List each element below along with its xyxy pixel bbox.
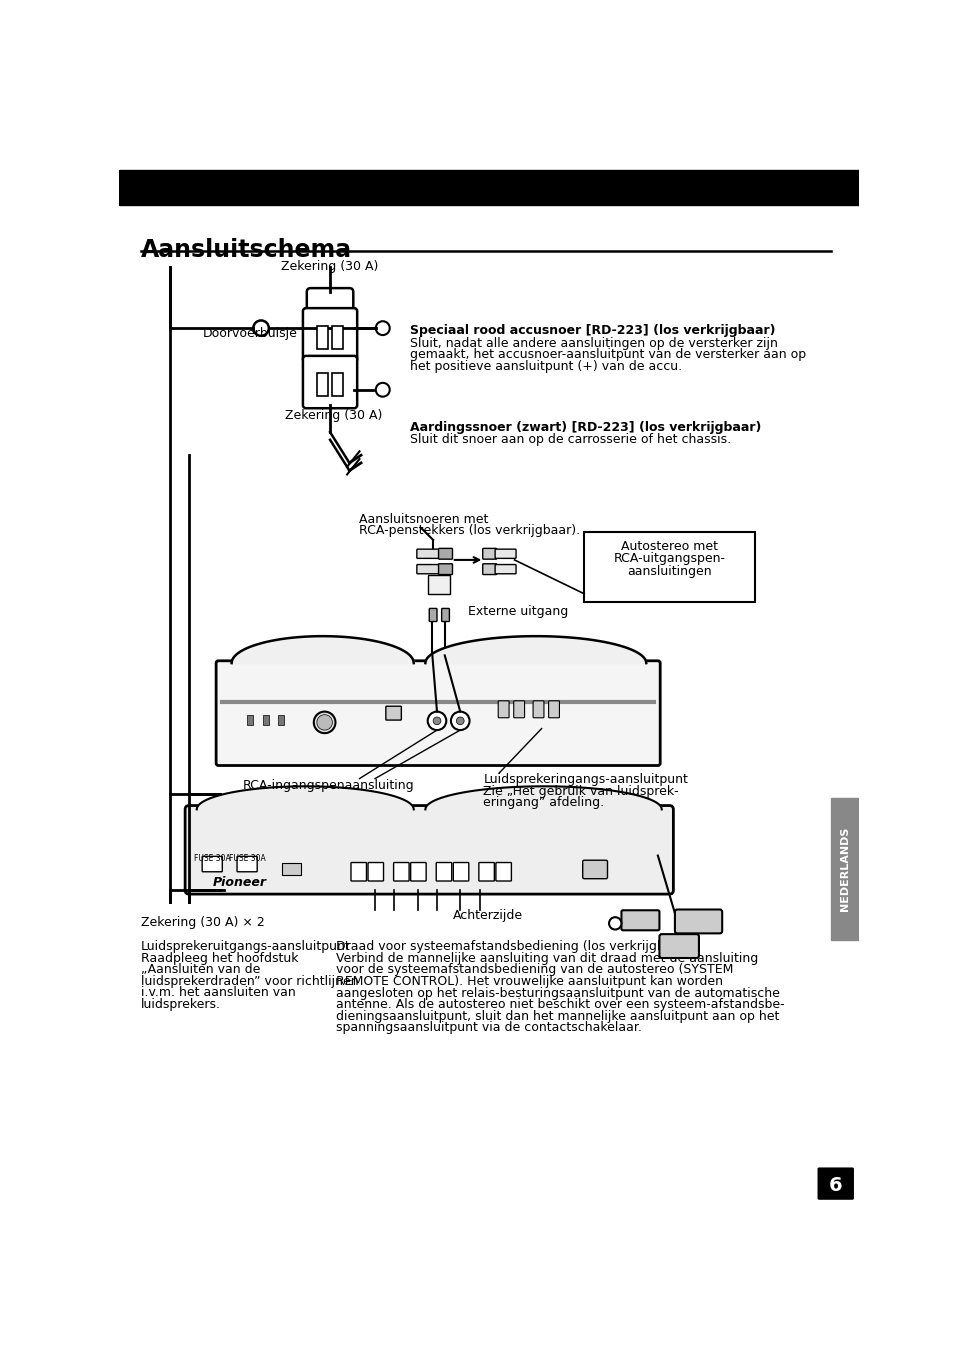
Text: Aansluitschema: Aansluitschema bbox=[141, 238, 352, 262]
FancyBboxPatch shape bbox=[410, 863, 426, 881]
Circle shape bbox=[433, 717, 440, 725]
Text: Luidsprekeringangs-aansluitpunt: Luidsprekeringangs-aansluitpunt bbox=[483, 774, 688, 786]
Bar bbox=[282, 863, 301, 875]
FancyBboxPatch shape bbox=[351, 863, 366, 881]
Text: Doorvoerbuisje: Doorvoerbuisje bbox=[203, 327, 297, 340]
Circle shape bbox=[451, 711, 469, 730]
Bar bbox=[831, 798, 858, 940]
FancyBboxPatch shape bbox=[303, 308, 356, 362]
Bar bbox=[247, 715, 253, 725]
Text: Draad voor systeemafstandsbediening (los verkrijgbaar): Draad voor systeemafstandsbediening (los… bbox=[335, 940, 690, 954]
FancyBboxPatch shape bbox=[533, 701, 543, 718]
Text: spanningsaansluitpunt via de contactschakelaar.: spanningsaansluitpunt via de contactscha… bbox=[335, 1022, 641, 1034]
Circle shape bbox=[427, 711, 446, 730]
Circle shape bbox=[456, 717, 464, 725]
FancyBboxPatch shape bbox=[495, 549, 516, 558]
FancyBboxPatch shape bbox=[436, 863, 452, 881]
Text: Zie „Het gebruik van luidsprek-: Zie „Het gebruik van luidsprek- bbox=[483, 785, 679, 798]
Text: Verbind de mannelijke aansluiting van dit draad met de aansluiting: Verbind de mannelijke aansluiting van di… bbox=[335, 951, 758, 965]
FancyBboxPatch shape bbox=[307, 289, 353, 317]
Text: Sluit dit snoer aan op de carrosserie of het chassis.: Sluit dit snoer aan op de carrosserie of… bbox=[410, 432, 730, 446]
Text: Voorzijde: Voorzijde bbox=[243, 652, 300, 664]
FancyBboxPatch shape bbox=[497, 701, 509, 718]
FancyBboxPatch shape bbox=[416, 565, 439, 573]
FancyBboxPatch shape bbox=[482, 549, 497, 560]
Text: RCA-penstekkers (los verkrijgbaar).: RCA-penstekkers (los verkrijgbaar). bbox=[359, 524, 580, 538]
Text: dieningsaansluitpunt, sluit dan het mannelijke aansluitpunt aan op het: dieningsaansluitpunt, sluit dan het mann… bbox=[335, 1009, 779, 1023]
Text: Aansluitsnoeren met: Aansluitsnoeren met bbox=[359, 514, 488, 526]
Text: gemaakt, het accusnoer-aansluitpunt van de versterker aan op: gemaakt, het accusnoer-aansluitpunt van … bbox=[410, 348, 805, 362]
Text: aangesloten op het relais-besturingsaansluitpunt van de automatische: aangesloten op het relais-besturingsaans… bbox=[335, 986, 780, 1000]
Text: i.v.m. het aansluiten van: i.v.m. het aansluiten van bbox=[141, 986, 295, 1000]
Bar bbox=[316, 325, 328, 350]
FancyBboxPatch shape bbox=[429, 608, 436, 622]
Text: FUSE 30A: FUSE 30A bbox=[229, 854, 265, 863]
Bar bbox=[278, 715, 284, 725]
Text: aansluitingen: aansluitingen bbox=[626, 565, 711, 577]
FancyBboxPatch shape bbox=[496, 863, 511, 881]
FancyBboxPatch shape bbox=[236, 856, 257, 871]
Text: Zekering (30 A): Zekering (30 A) bbox=[281, 260, 378, 274]
Bar bbox=[119, 171, 858, 205]
Bar bbox=[316, 373, 328, 396]
FancyBboxPatch shape bbox=[513, 701, 524, 718]
Bar bbox=[262, 715, 269, 725]
Text: voor de systeemafstandsbediening van de autostereo (SYSTEM: voor de systeemafstandsbediening van de … bbox=[335, 963, 733, 977]
Text: FUSE 30A: FUSE 30A bbox=[193, 854, 231, 863]
Circle shape bbox=[608, 917, 620, 930]
Circle shape bbox=[314, 711, 335, 733]
FancyBboxPatch shape bbox=[438, 549, 452, 560]
Text: het positieve aansluitpunt (+) van de accu.: het positieve aansluitpunt (+) van de ac… bbox=[410, 359, 681, 373]
FancyBboxPatch shape bbox=[482, 564, 497, 575]
Text: RCA-uitgangspen-: RCA-uitgangspen- bbox=[613, 553, 724, 565]
Text: Autostereo met: Autostereo met bbox=[620, 539, 718, 553]
Text: luidsprekers.: luidsprekers. bbox=[141, 999, 221, 1011]
FancyBboxPatch shape bbox=[416, 549, 439, 558]
Bar bbox=[332, 325, 343, 350]
FancyBboxPatch shape bbox=[548, 701, 558, 718]
Text: REMOTE CONTROL). Het vrouwelijke aansluitpunt kan worden: REMOTE CONTROL). Het vrouwelijke aanslui… bbox=[335, 976, 722, 988]
FancyBboxPatch shape bbox=[674, 909, 721, 934]
FancyBboxPatch shape bbox=[817, 1168, 853, 1199]
FancyBboxPatch shape bbox=[453, 863, 468, 881]
Bar bbox=[332, 373, 343, 396]
FancyBboxPatch shape bbox=[582, 860, 607, 878]
Text: Aardingssnoer (zwart) [RD-223] (los verkrijgbaar): Aardingssnoer (zwart) [RD-223] (los verk… bbox=[410, 420, 760, 434]
Text: Sluit, nadat alle andere aansluitingen op de versterker zijn: Sluit, nadat alle andere aansluitingen o… bbox=[410, 336, 777, 350]
Text: 6: 6 bbox=[827, 1176, 841, 1195]
Text: Externe uitgang: Externe uitgang bbox=[468, 606, 568, 618]
FancyBboxPatch shape bbox=[659, 934, 699, 958]
FancyBboxPatch shape bbox=[185, 806, 673, 894]
FancyBboxPatch shape bbox=[202, 856, 222, 871]
Bar bbox=[583, 533, 754, 602]
Text: antenne. Als de autostereo niet beschikt over een systeem-afstandsbe-: antenne. Als de autostereo niet beschikt… bbox=[335, 999, 784, 1011]
Text: RCA-ingangspenaansluiting: RCA-ingangspenaansluiting bbox=[242, 779, 414, 791]
FancyBboxPatch shape bbox=[394, 863, 409, 881]
FancyBboxPatch shape bbox=[438, 564, 452, 575]
Text: Achterzijde: Achterzijde bbox=[452, 909, 522, 923]
FancyBboxPatch shape bbox=[478, 863, 494, 881]
Text: Raadpleeg het hoofdstuk: Raadpleeg het hoofdstuk bbox=[141, 951, 298, 965]
Text: „Aansluiten van de: „Aansluiten van de bbox=[141, 963, 260, 977]
FancyBboxPatch shape bbox=[385, 706, 401, 720]
Text: luidsprekerdraden” voor richtlijnen: luidsprekerdraden” voor richtlijnen bbox=[141, 976, 358, 988]
Circle shape bbox=[316, 714, 332, 730]
Text: eringang” afdeling.: eringang” afdeling. bbox=[483, 797, 604, 809]
Text: Zekering (30 A): Zekering (30 A) bbox=[285, 409, 382, 421]
FancyBboxPatch shape bbox=[303, 356, 356, 408]
FancyBboxPatch shape bbox=[620, 911, 659, 931]
Text: NEDERLANDS: NEDERLANDS bbox=[839, 827, 849, 912]
Bar bbox=[428, 575, 450, 593]
Text: Speciaal rood accusnoer [RD-223] (los verkrijgbaar): Speciaal rood accusnoer [RD-223] (los ve… bbox=[410, 324, 775, 337]
FancyBboxPatch shape bbox=[216, 661, 659, 766]
Text: Zekering (30 A) × 2: Zekering (30 A) × 2 bbox=[141, 916, 264, 928]
FancyBboxPatch shape bbox=[368, 863, 383, 881]
Text: Pioneer: Pioneer bbox=[213, 877, 266, 889]
FancyBboxPatch shape bbox=[441, 608, 449, 622]
Text: Luidsprekeruitgangs-aansluitpunt: Luidsprekeruitgangs-aansluitpunt bbox=[141, 940, 351, 954]
FancyBboxPatch shape bbox=[495, 565, 516, 573]
